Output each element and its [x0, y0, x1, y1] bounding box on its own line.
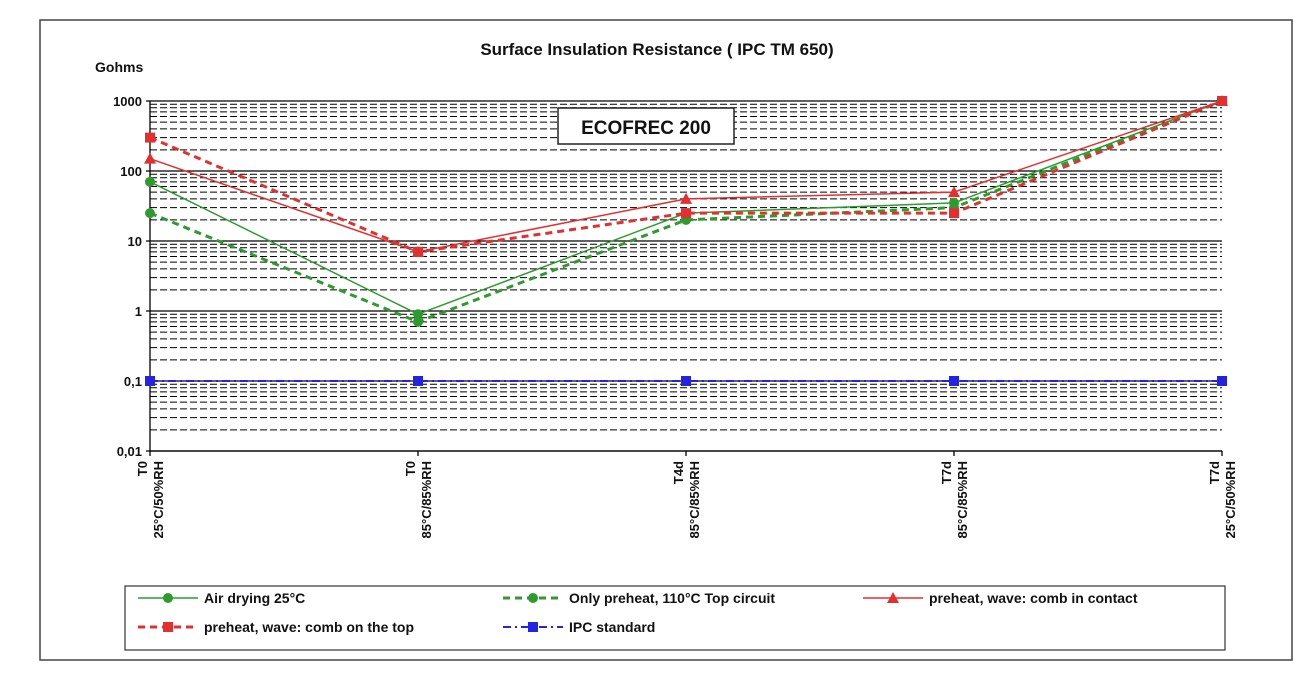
series-4 — [145, 376, 1227, 386]
x-tick-label: T0 85°C/85%RH — [403, 461, 434, 538]
series-line — [149, 99, 1223, 254]
x-tick-label-line: 25°C/50%RH — [1223, 461, 1238, 538]
data-point — [145, 376, 155, 386]
data-point — [413, 376, 423, 386]
x-tick-label-line: 85°C/85%RH — [955, 461, 970, 538]
chart-title: Surface Insulation Resistance ( IPC TM 6… — [480, 40, 833, 59]
legend-label: preheat, wave: comb on the top — [204, 619, 414, 635]
legend-label: Only preheat, 110°C Top circuit — [569, 590, 775, 606]
x-tick-label-line: T0 — [135, 461, 150, 476]
legend-label: IPC standard — [569, 619, 655, 635]
x-tick-label-line: 25°C/50%RH — [151, 461, 166, 538]
data-point — [413, 246, 423, 257]
legend-marker — [163, 622, 173, 632]
data-point — [145, 176, 155, 187]
y-tick-label: 10 — [128, 234, 142, 249]
legend-entry: IPC standard — [503, 619, 655, 635]
x-tick-label: T0 25°C/50%RH — [135, 461, 166, 538]
legend: Air drying 25°C Only preheat, 110°C Top c… — [124, 585, 1226, 651]
legend-label: Air drying 25°C — [204, 590, 305, 606]
legend-label: preheat, wave: comb in contact — [929, 590, 1138, 606]
data-point — [949, 376, 959, 386]
data-point — [949, 208, 959, 219]
y-tick-label: 100 — [120, 164, 142, 179]
y-tick-label: 0,1 — [124, 374, 142, 389]
grid — [146, 100, 1222, 452]
y-axis-label: Gohms — [95, 59, 143, 75]
annotation-text: ECOFREC 200 — [581, 118, 711, 139]
data-point — [681, 376, 691, 386]
annotation-group: ECOFREC 200 — [557, 107, 735, 145]
series-3 — [145, 96, 1227, 257]
data-point — [1217, 96, 1227, 106]
y-tick-label: 1000 — [113, 94, 142, 109]
data-point — [1217, 376, 1227, 386]
legend-marker — [528, 622, 538, 632]
x-tick-label-line: T7d — [939, 461, 954, 484]
x-tick-labels: T0 25°C/50%RH T0 85°C/85%RH T4d 85°C/85%RH T7d… — [135, 461, 1238, 539]
series-group — [144, 95, 1228, 386]
x-tick-label: T7d 25°C/50%RH — [1207, 461, 1238, 539]
data-point — [680, 192, 692, 204]
x-tick-label-line: T0 — [403, 461, 418, 476]
x-tick-label: T7d 85°C/85%RH — [939, 461, 970, 539]
annotation-box — [557, 107, 735, 145]
x-tick-label-line: 85°C/85%RH — [419, 461, 434, 538]
x-tick-label-line: 85°C/85%RH — [687, 461, 702, 538]
x-tick-label-line: T4d — [671, 461, 686, 484]
legend-entry: Air drying 25°C — [138, 590, 305, 606]
x-tick-label-line: T7d — [1207, 461, 1222, 484]
data-point — [413, 316, 423, 327]
data-point — [145, 208, 155, 219]
legend-entry: preheat, wave: comb on the top — [138, 619, 414, 635]
legend-entry: Only preheat, 110°C Top circuit — [503, 590, 775, 606]
legend-entry: preheat, wave: comb in contact — [863, 590, 1138, 606]
legend-marker — [163, 593, 173, 603]
data-point — [144, 152, 156, 164]
y-tick-label: 0,01 — [117, 444, 142, 459]
legend-box — [124, 585, 1226, 651]
data-point — [948, 186, 960, 198]
y-tick-labels: 0,01 0,1 1 10 100 1000 — [113, 94, 142, 459]
data-point — [681, 208, 691, 219]
legend-marker — [528, 593, 538, 603]
x-tick-label: T4d 85°C/85%RH — [671, 461, 702, 539]
y-tick-label: 1 — [135, 304, 142, 319]
data-point — [145, 132, 155, 143]
legend-marker — [887, 592, 899, 603]
series-line — [149, 99, 1223, 324]
